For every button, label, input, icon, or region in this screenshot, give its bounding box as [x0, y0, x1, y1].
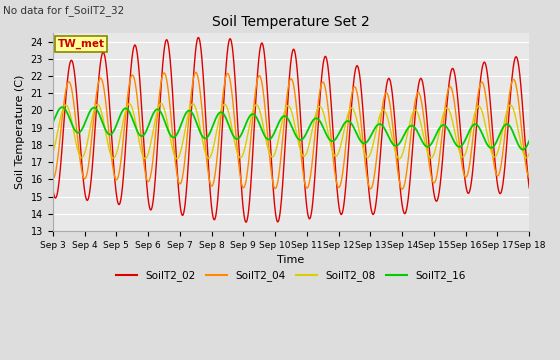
Text: No data for f_SoilT2_32: No data for f_SoilT2_32: [3, 5, 124, 16]
SoilT2_02: [296, 97, 303, 102]
SoilT2_02: [179, 213, 186, 217]
SoilT2_02: [242, 220, 249, 224]
SoilT2_04: [346, 114, 352, 118]
SoilT2_04: [526, 175, 533, 179]
SoilT2_16: [520, 148, 526, 152]
SoilT2_16: [138, 134, 145, 138]
SoilT2_16: [526, 139, 533, 143]
SoilT2_08: [526, 151, 533, 156]
SoilT2_08: [296, 144, 302, 148]
X-axis label: Time: Time: [277, 255, 305, 265]
SoilT2_04: [296, 133, 302, 137]
SoilT2_02: [505, 115, 512, 120]
SoilT2_04: [138, 138, 145, 143]
SoilT2_02: [195, 35, 202, 40]
SoilT2_04: [433, 176, 440, 181]
Line: SoilT2_02: SoilT2_02: [53, 37, 529, 222]
SoilT2_04: [193, 70, 199, 75]
SoilT2_16: [296, 138, 302, 142]
SoilT2_02: [433, 199, 440, 203]
Line: SoilT2_16: SoilT2_16: [53, 107, 529, 150]
SoilT2_08: [346, 109, 352, 114]
Line: SoilT2_08: SoilT2_08: [53, 104, 529, 159]
SoilT2_16: [180, 118, 186, 122]
SoilT2_02: [526, 186, 533, 190]
Legend: SoilT2_02, SoilT2_04, SoilT2_08, SoilT2_16: SoilT2_02, SoilT2_04, SoilT2_08, SoilT2_…: [113, 266, 470, 285]
SoilT2_08: [505, 104, 512, 109]
SoilT2_08: [180, 139, 186, 144]
SoilT2_16: [505, 123, 512, 127]
SoilT2_16: [346, 119, 352, 123]
Title: Soil Temperature Set 2: Soil Temperature Set 2: [212, 15, 370, 29]
SoilT2_08: [433, 144, 440, 148]
SoilT2_16: [59, 105, 66, 109]
SoilT2_02: [346, 139, 352, 144]
Text: TW_met: TW_met: [58, 39, 105, 49]
SoilT2_04: [505, 97, 512, 102]
SoilT2_04: [179, 174, 186, 178]
SoilT2_02: [138, 103, 145, 107]
SoilT2_08: [158, 102, 165, 106]
Y-axis label: Soil Temperature (C): Soil Temperature (C): [15, 75, 25, 189]
SoilT2_08: [49, 150, 56, 155]
SoilT2_04: [399, 187, 405, 191]
Line: SoilT2_04: SoilT2_04: [53, 72, 529, 189]
SoilT2_04: [49, 177, 56, 181]
SoilT2_08: [138, 149, 145, 154]
SoilT2_16: [49, 120, 56, 125]
SoilT2_02: [49, 187, 56, 191]
SoilT2_16: [432, 133, 439, 137]
SoilT2_08: [396, 157, 403, 161]
